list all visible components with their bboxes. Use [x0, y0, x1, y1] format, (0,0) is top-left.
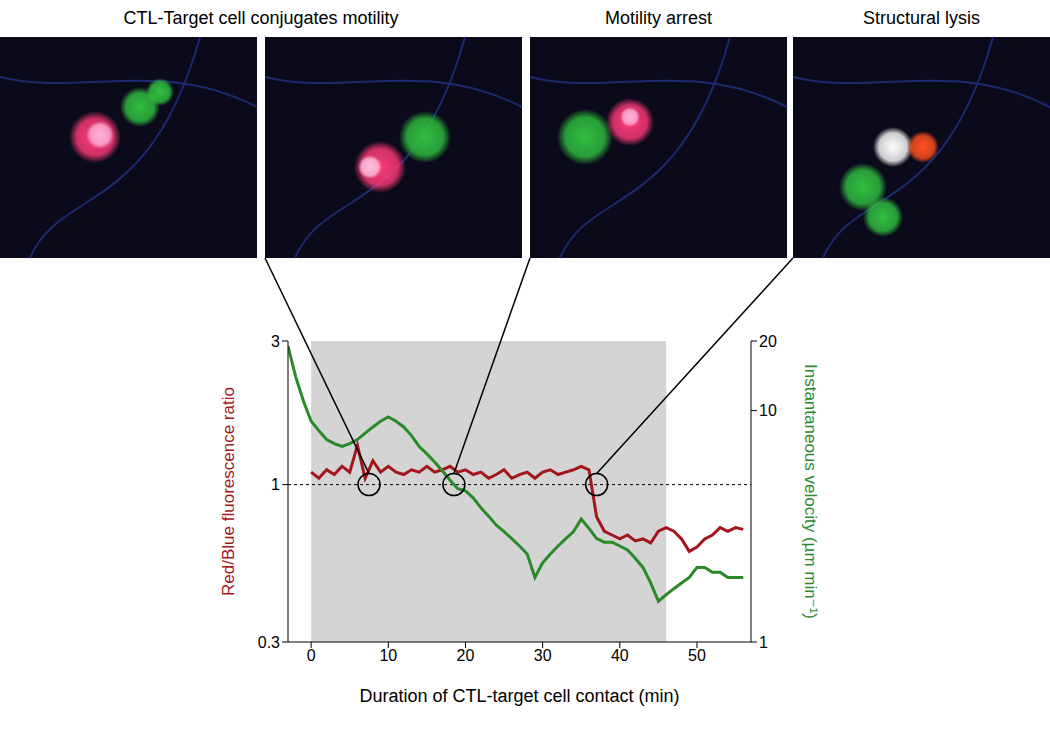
svg-text:3: 3: [271, 333, 280, 350]
svg-text:Instantaneous velocity (µm min: Instantaneous velocity (µm min⁻¹): [801, 364, 820, 619]
svg-text:1: 1: [759, 634, 768, 651]
svg-text:Structural lysis: Structural lysis: [863, 8, 980, 28]
svg-text:Red/Blue fluorescence ratio: Red/Blue fluorescence ratio: [219, 387, 238, 596]
svg-text:10: 10: [379, 647, 397, 664]
svg-text:0: 0: [307, 647, 316, 664]
svg-text:CTL-Target cell conjugates mot: CTL-Target cell conjugates motility: [123, 8, 398, 28]
svg-text:50: 50: [688, 647, 706, 664]
svg-text:1: 1: [271, 476, 280, 493]
svg-text:40: 40: [611, 647, 629, 664]
svg-text:30: 30: [534, 647, 552, 664]
svg-text:20: 20: [759, 333, 777, 350]
svg-text:0.3: 0.3: [258, 634, 280, 651]
svg-text:Duration of CTL-target cell co: Duration of CTL-target cell contact (min…: [359, 686, 679, 706]
svg-text:Motility arrest: Motility arrest: [605, 8, 712, 28]
svg-text:20: 20: [457, 647, 475, 664]
svg-text:10: 10: [759, 402, 777, 419]
